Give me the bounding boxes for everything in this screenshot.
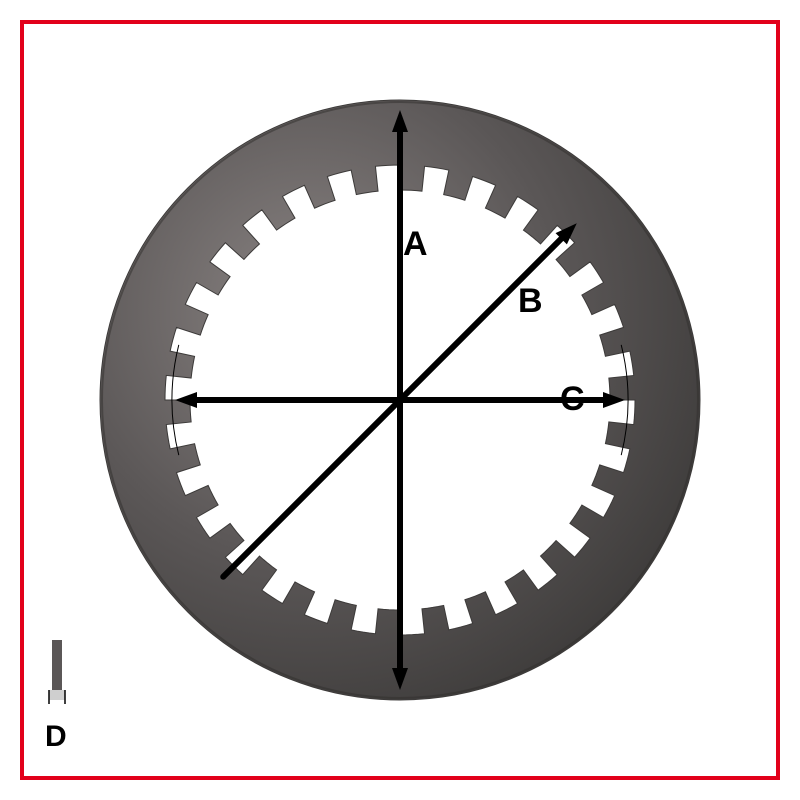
thickness-chip [49,640,65,704]
dimension-label-b: B [518,282,543,321]
dimension-label-c: C [560,380,585,419]
dimension-label-a: A [403,225,428,264]
clutch-plate-diagram [0,0,800,800]
dimension-label-d: D [45,720,67,754]
